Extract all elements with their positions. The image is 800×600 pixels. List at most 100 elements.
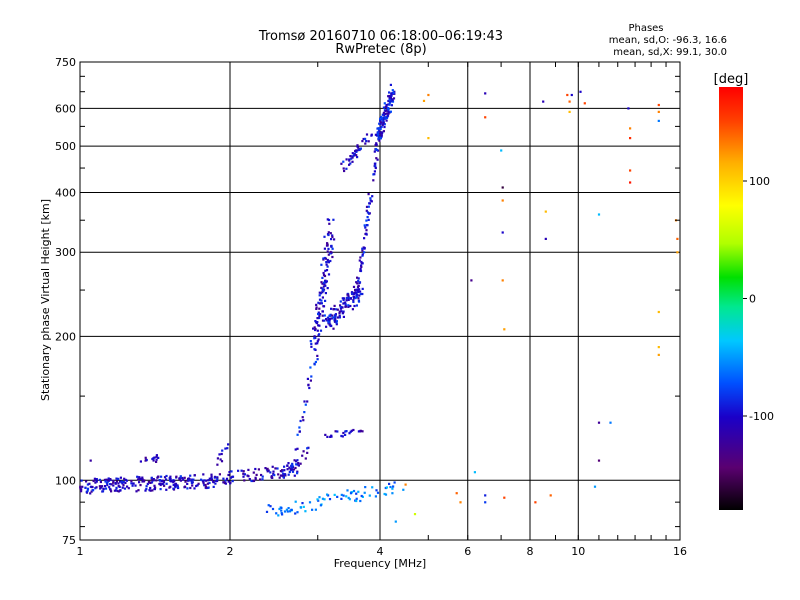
data-point (118, 485, 121, 488)
data-point (353, 304, 356, 308)
data-point (287, 507, 290, 510)
data-point (327, 273, 331, 276)
data-point (302, 419, 305, 422)
data-point (325, 325, 328, 328)
data-point (343, 301, 346, 304)
data-point (318, 298, 322, 301)
data-point (352, 285, 356, 288)
data-point (227, 480, 230, 483)
data-point (313, 337, 316, 340)
data-point (122, 484, 125, 487)
data-point (391, 487, 394, 490)
data-point (375, 489, 378, 492)
data-point (356, 276, 359, 279)
data-point (362, 137, 365, 141)
data-point (376, 491, 380, 494)
data-point (629, 169, 632, 172)
data-point (155, 460, 158, 463)
data-point (544, 210, 547, 213)
data-point (629, 127, 632, 130)
data-point (319, 313, 322, 316)
data-point (154, 486, 157, 489)
data-point (184, 480, 187, 483)
chart-subtitle: RwPretec (8p) (335, 42, 426, 57)
data-point (329, 259, 332, 263)
data-point (324, 284, 327, 287)
data-point (108, 486, 111, 489)
data-point (324, 433, 327, 436)
data-point (102, 487, 105, 490)
data-point (278, 507, 281, 511)
data-point (327, 247, 330, 250)
data-point (363, 247, 366, 250)
data-point (302, 505, 305, 508)
data-point (306, 400, 309, 403)
data-point (162, 480, 166, 483)
data-point (364, 226, 367, 229)
data-point (323, 314, 326, 317)
data-point (193, 474, 196, 477)
data-point (182, 478, 185, 481)
data-point (344, 430, 347, 433)
data-point (593, 485, 597, 488)
data-point (296, 463, 299, 466)
data-point (116, 489, 119, 492)
data-point (273, 474, 276, 477)
data-point (174, 482, 177, 485)
data-point (176, 484, 179, 487)
data-point (375, 148, 379, 152)
data-point (370, 133, 373, 136)
data-point (334, 316, 337, 319)
data-point (345, 495, 348, 498)
data-point (109, 488, 112, 491)
data-point (311, 508, 314, 511)
data-point (312, 327, 315, 330)
data-point (106, 484, 109, 487)
data-point (257, 468, 260, 471)
y-tick-label: 600 (55, 102, 76, 115)
data-point (316, 358, 319, 361)
data-point (139, 484, 142, 487)
data-point (316, 498, 319, 501)
data-point (351, 160, 354, 163)
data-point (382, 118, 385, 121)
data-point (88, 482, 91, 485)
data-point (171, 480, 174, 483)
data-point (323, 235, 326, 238)
x-tick-label: 8 (527, 545, 534, 558)
data-point (135, 490, 138, 493)
data-point (212, 485, 215, 488)
data-point (189, 474, 192, 477)
data-point (313, 335, 316, 338)
data-point (208, 481, 211, 485)
data-point (338, 316, 341, 319)
data-point (172, 483, 175, 487)
data-point (282, 474, 285, 477)
x-tick-label: 2 (227, 545, 234, 558)
data-point (329, 435, 332, 438)
data-point (259, 478, 262, 481)
data-point (367, 212, 371, 215)
data-point (218, 473, 221, 476)
data-point (115, 489, 118, 492)
data-point (321, 497, 324, 500)
data-point (138, 477, 141, 481)
data-point (218, 453, 221, 456)
data-point (360, 262, 363, 265)
data-point (282, 472, 285, 476)
data-point (161, 482, 164, 485)
data-point (365, 133, 369, 136)
data-point (326, 250, 329, 253)
data-point (281, 470, 284, 473)
data-point (115, 477, 118, 480)
data-point (242, 475, 245, 478)
data-point (387, 110, 390, 113)
data-point (676, 237, 679, 240)
data-point (391, 492, 394, 495)
data-point (340, 162, 343, 165)
data-point (368, 202, 371, 205)
data-point (278, 476, 281, 479)
data-point (392, 485, 395, 488)
data-point (90, 490, 93, 493)
data-point (328, 314, 331, 318)
